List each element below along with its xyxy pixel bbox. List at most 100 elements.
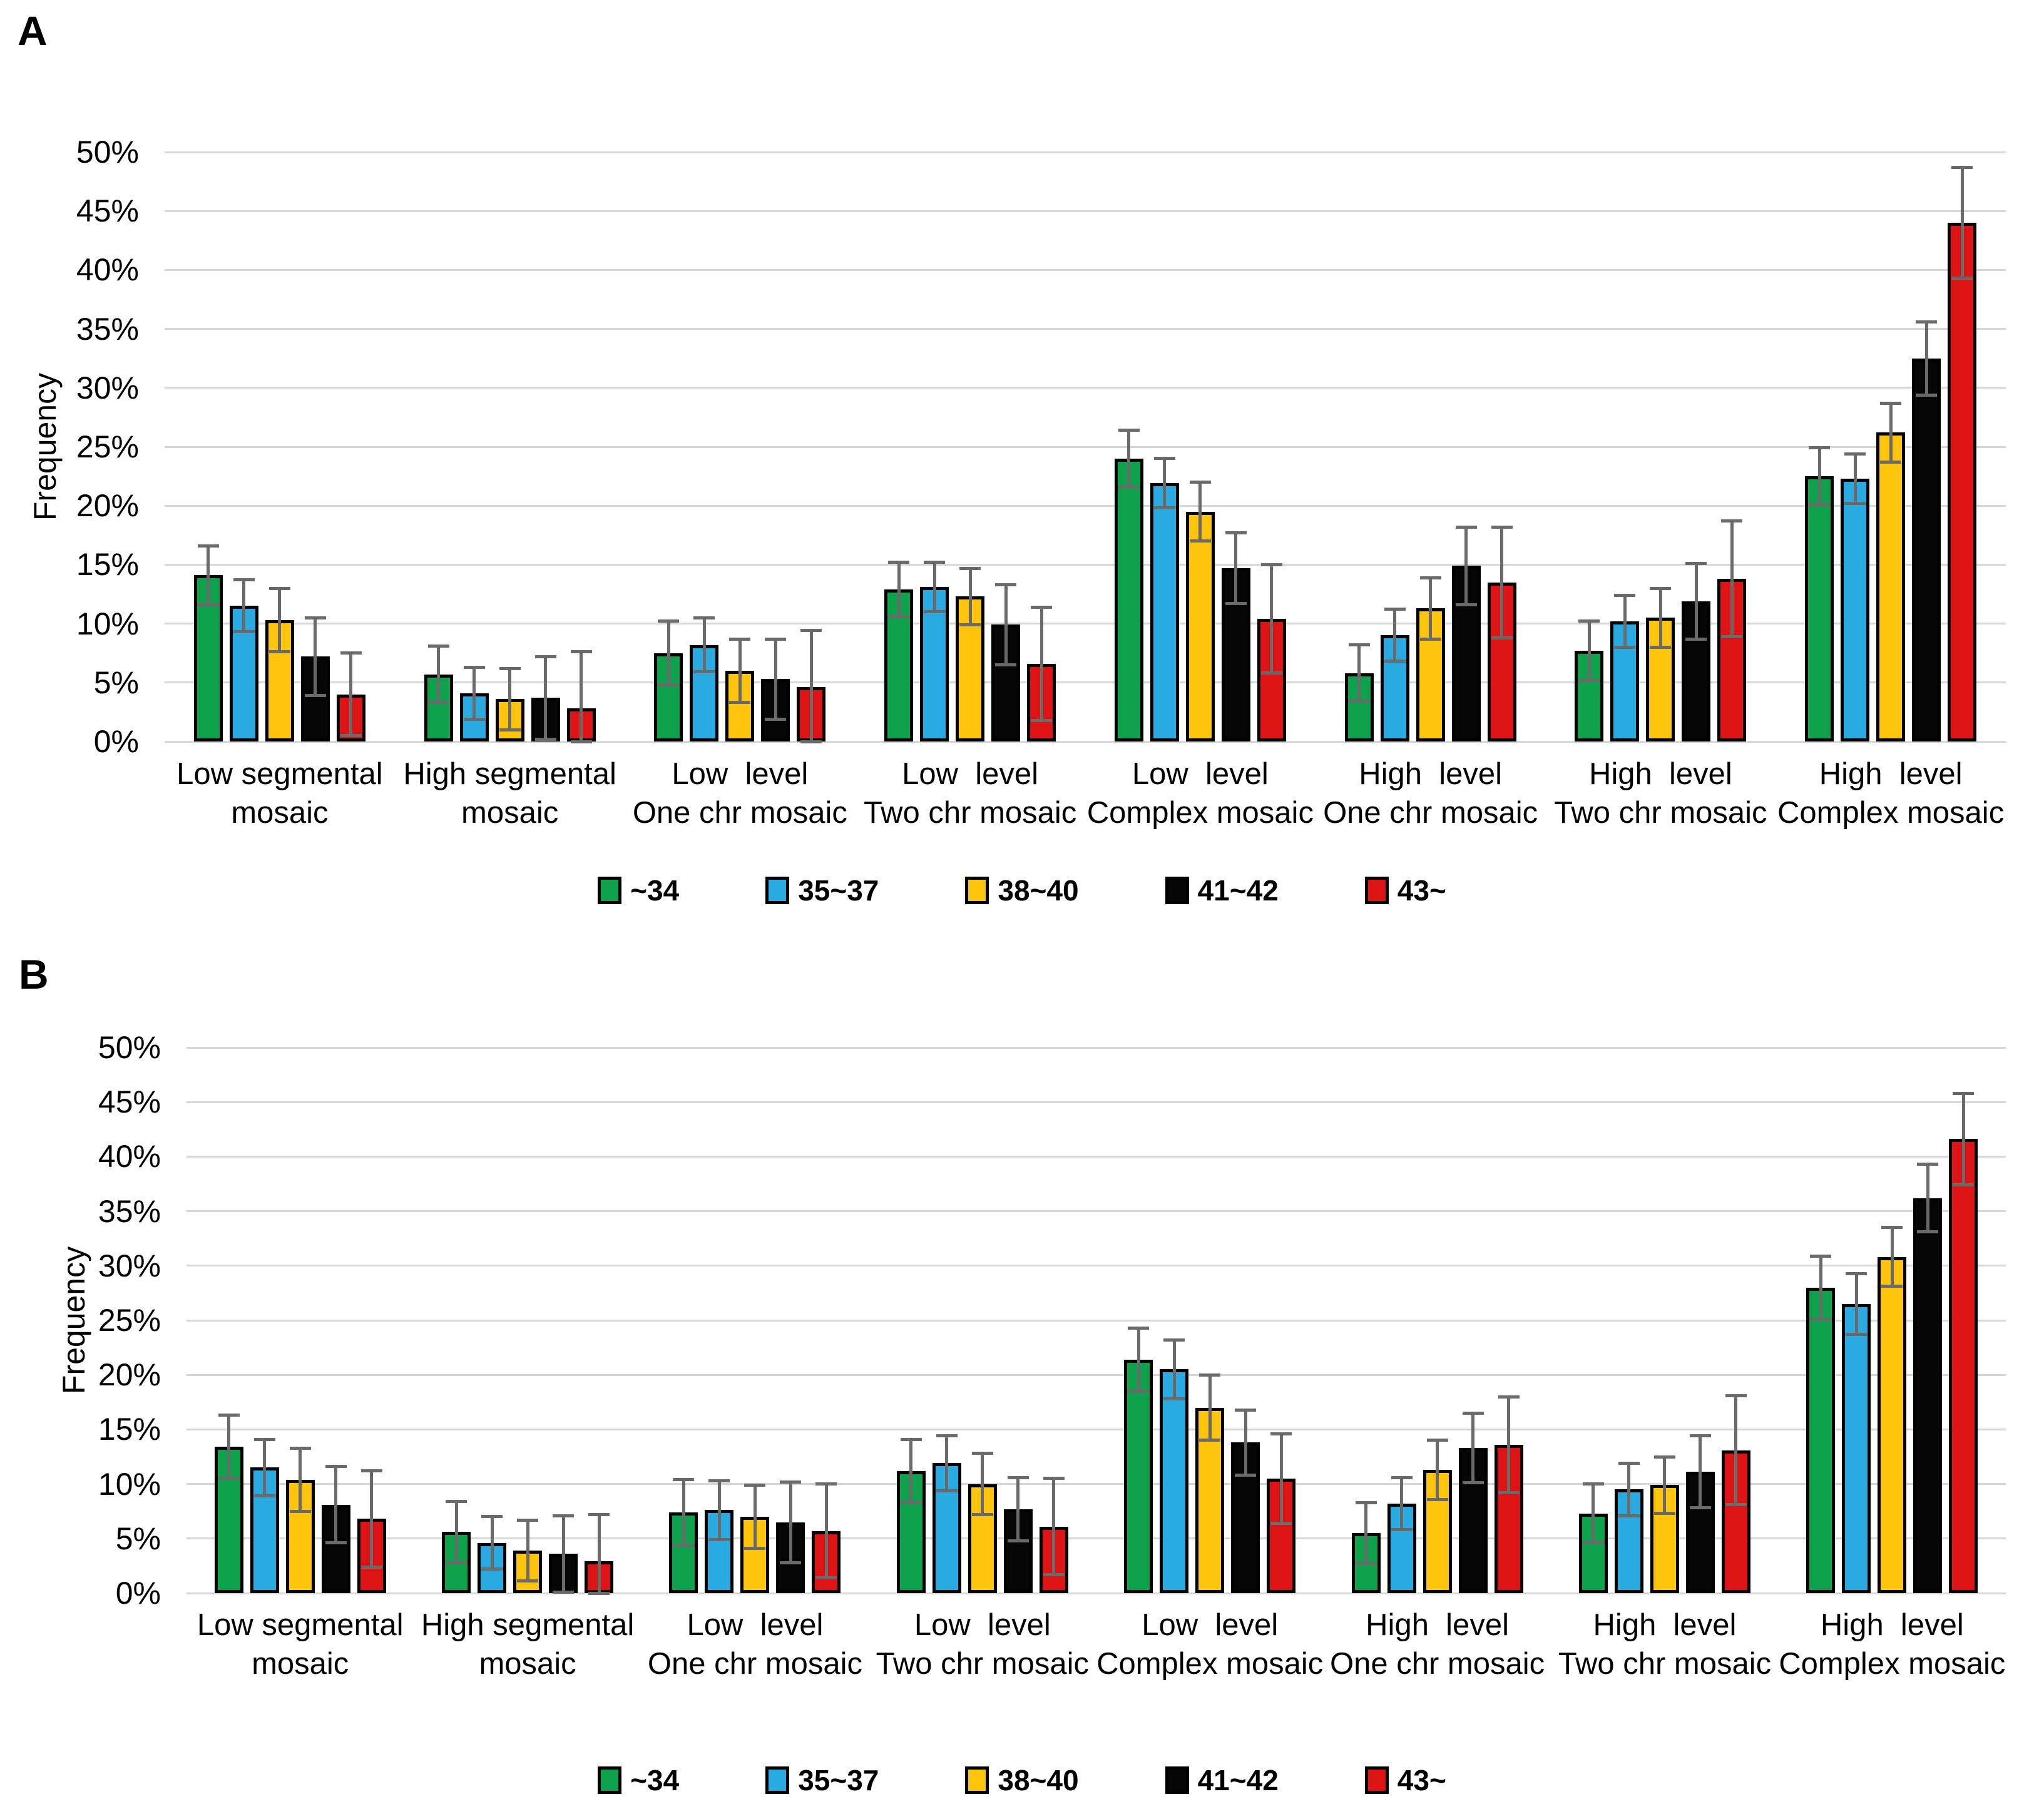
error-bar-cap: [517, 1518, 539, 1522]
x-category-label-line1: Low segmental: [176, 757, 383, 791]
x-category-label-line2: Complex mosaic: [1777, 796, 2005, 830]
error-bar-cap: [1031, 718, 1053, 722]
x-category-label: High level Two chr mosaic: [1518, 755, 1804, 832]
error-bar-cap: [959, 566, 981, 570]
error-bar-cap: [780, 1561, 802, 1564]
error-bar-cap: [1235, 1408, 1257, 1412]
error-bar-cap: [1391, 1475, 1413, 1479]
error-bar-cap: [553, 1590, 575, 1594]
legend-swatch: [1364, 877, 1389, 904]
error-bar-cap: [1355, 1501, 1377, 1504]
gridline: [187, 1046, 2006, 1049]
x-category-label-line2: Complex mosaic: [1086, 796, 1314, 830]
x-category-label-line2: One chr mosaic: [647, 1647, 862, 1681]
x-category-label-line1: Low level: [687, 1608, 824, 1642]
error-bar-cap: [1118, 429, 1140, 432]
y-tick-label: 50%: [98, 1030, 161, 1065]
error-bar-cap: [1689, 1506, 1711, 1510]
error-bar-cap: [1725, 1503, 1747, 1507]
legend-label: 41~42: [1197, 1764, 1279, 1796]
error-bar-cap: [765, 637, 787, 641]
y-tick-label: 45%: [98, 1084, 161, 1120]
error-bar: [774, 639, 777, 720]
error-bar-cap: [1455, 525, 1477, 529]
error-bar: [933, 562, 936, 612]
legend-swatch: [1165, 877, 1189, 904]
error-bar-cap: [463, 665, 485, 669]
error-bar-cap: [233, 630, 255, 634]
legend-label: 38~40: [998, 1764, 1079, 1796]
error-bar: [981, 1453, 984, 1515]
legend-item: ~34: [598, 874, 679, 907]
error-bar-cap: [1235, 1474, 1257, 1477]
error-bar-cap: [304, 694, 326, 698]
bar: [1124, 1359, 1153, 1593]
x-category-label-line2: One chr mosaic: [1330, 1647, 1545, 1681]
error-bar-cap: [517, 1579, 539, 1583]
y-tick-label: 30%: [98, 1248, 161, 1283]
y-tick-label: 25%: [76, 429, 139, 464]
error-bar: [1016, 1477, 1020, 1541]
gridline: [187, 1101, 2006, 1103]
error-bar-cap: [534, 737, 556, 741]
legend-label: 35~37: [798, 1764, 879, 1796]
gridline: [165, 268, 2006, 271]
error-bar-cap: [1225, 531, 1247, 535]
x-category-label: High segmental mosaic: [386, 1606, 669, 1683]
error-bar: [1279, 1434, 1283, 1524]
error-bar: [1730, 521, 1734, 637]
error-bar-cap: [1650, 586, 1672, 590]
error-bar: [1500, 527, 1504, 638]
error-bar-cap: [1270, 1521, 1292, 1525]
error-bar-cap: [1391, 1528, 1413, 1532]
error-bar-cap: [325, 1541, 347, 1545]
error-bar: [1961, 1093, 1965, 1185]
error-bar-cap: [924, 561, 946, 564]
y-tick-label: 25%: [98, 1303, 161, 1338]
error-bar-cap: [427, 644, 449, 648]
error-bar-cap: [1270, 1432, 1292, 1435]
error-bar-cap: [995, 583, 1017, 586]
gridline: [187, 1319, 2006, 1322]
bar: [1231, 1442, 1260, 1593]
gridline: [187, 1373, 2006, 1376]
error-bar-cap: [1953, 1091, 1975, 1095]
error-bar: [824, 1484, 828, 1578]
x-category-label: High segmental mosaic: [367, 755, 653, 832]
error-bar: [1270, 564, 1274, 673]
error-bar: [370, 1470, 374, 1567]
error-bar: [1694, 563, 1698, 640]
error-bar-cap: [588, 1591, 610, 1595]
error-bar-cap: [289, 1446, 311, 1450]
error-bar: [473, 667, 476, 720]
y-tick-label: 0%: [115, 1576, 161, 1611]
error-bar-cap: [268, 586, 290, 590]
x-category-label: Low level One chr mosaic: [597, 755, 884, 832]
error-bar: [299, 1448, 302, 1512]
error-bar-cap: [1689, 1434, 1711, 1438]
error-bar-cap: [800, 629, 822, 633]
error-bar-cap: [446, 1561, 468, 1564]
error-bar: [1400, 1477, 1404, 1530]
error-bar-cap: [218, 1414, 240, 1417]
x-category-label: High level One chr mosaic: [1295, 1606, 1579, 1683]
error-bar-cap: [253, 1437, 275, 1441]
legend-label: 35~37: [798, 874, 879, 907]
legend-swatch: [965, 1766, 989, 1794]
error-bar: [909, 1439, 913, 1503]
x-category-label: High level Complex mosaic: [1747, 755, 2034, 832]
error-bar-cap: [1582, 1482, 1604, 1486]
error-bar: [597, 1514, 601, 1593]
gridline: [187, 1537, 2006, 1540]
error-bar: [1587, 621, 1591, 681]
error-bar-cap: [1118, 485, 1140, 489]
error-bar: [227, 1415, 231, 1479]
error-bar: [789, 1482, 792, 1563]
error-bar-cap: [971, 1512, 993, 1516]
error-bar-cap: [1917, 1163, 1939, 1166]
error-bar: [717, 1480, 721, 1540]
error-bar: [508, 668, 512, 730]
error-bar-cap: [1582, 1541, 1604, 1545]
error-bar-cap: [1721, 634, 1743, 638]
x-category-label: Low level Two chr mosaic: [841, 1606, 1124, 1683]
